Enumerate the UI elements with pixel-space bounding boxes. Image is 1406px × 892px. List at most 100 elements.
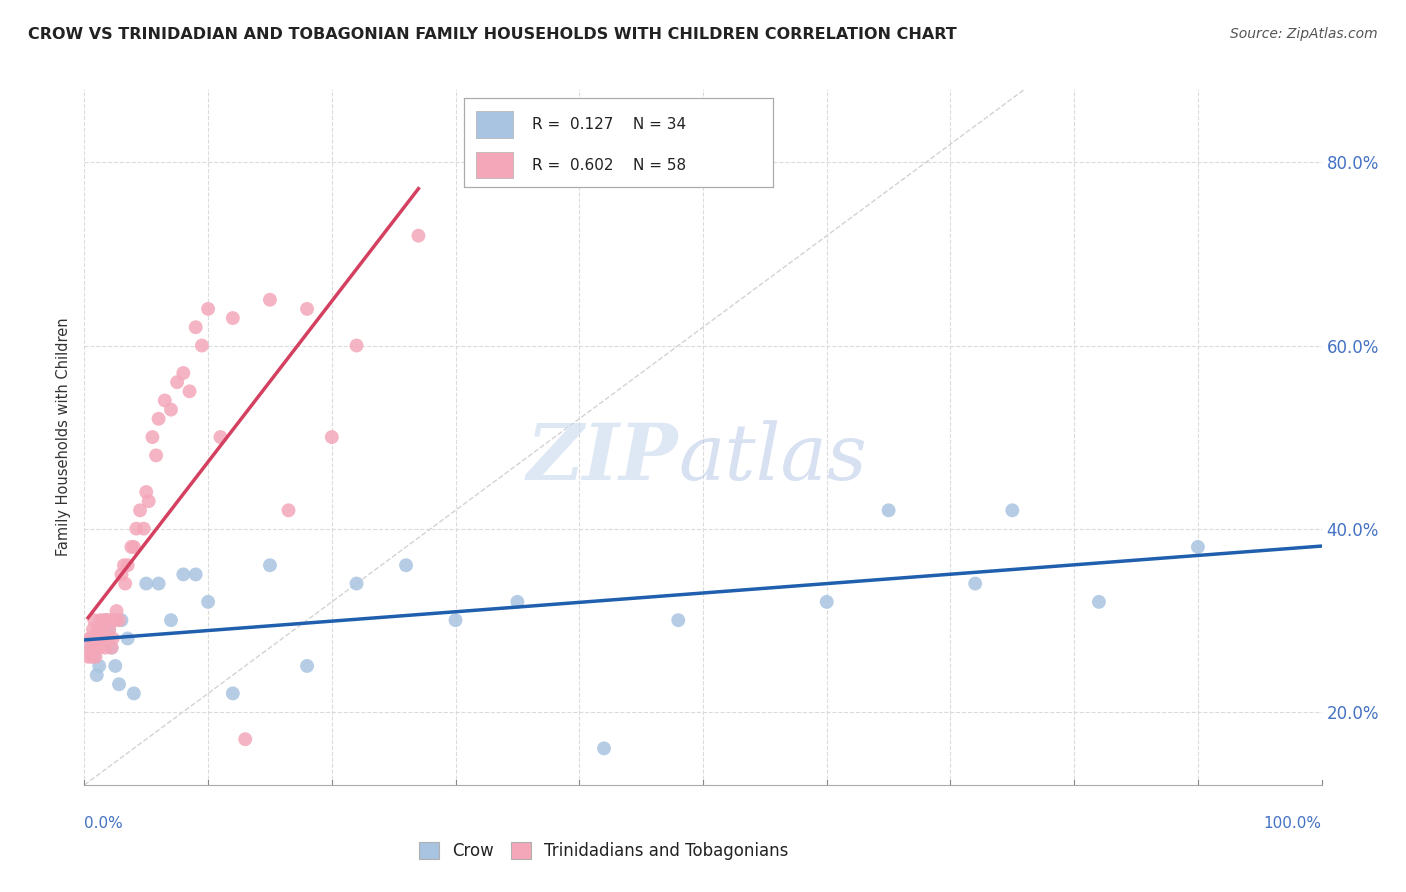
Point: [172, 567, 194, 582]
Point: [179, 384, 201, 399]
FancyBboxPatch shape: [477, 152, 513, 178]
Point: [197, 301, 219, 316]
Point: [184, 320, 207, 334]
Point: [79, 632, 101, 646]
Point: [209, 430, 232, 444]
Point: [80, 632, 103, 646]
Point: [110, 567, 132, 582]
Point: [82, 623, 104, 637]
Point: [346, 338, 368, 352]
Point: [506, 595, 529, 609]
Point: [122, 540, 145, 554]
Point: [815, 595, 838, 609]
Point: [148, 576, 170, 591]
Point: [277, 503, 299, 517]
Point: [222, 311, 245, 326]
Point: [83, 649, 105, 664]
Text: 100.0%: 100.0%: [1264, 816, 1322, 831]
Point: [346, 576, 368, 591]
Point: [125, 522, 148, 536]
Point: [104, 613, 127, 627]
Point: [145, 449, 167, 463]
Point: [91, 623, 114, 637]
Point: [87, 623, 110, 637]
Point: [395, 558, 418, 573]
Point: [141, 430, 163, 444]
Point: [93, 613, 115, 627]
Text: ZIP: ZIP: [527, 420, 678, 496]
Point: [83, 632, 105, 646]
Point: [122, 686, 145, 700]
Point: [166, 375, 188, 389]
Text: R =  0.127    N = 34: R = 0.127 N = 34: [531, 118, 686, 132]
Point: [89, 659, 111, 673]
Point: [666, 613, 689, 627]
Text: R =  0.602    N = 58: R = 0.602 N = 58: [531, 158, 686, 172]
Point: [295, 659, 318, 673]
Point: [965, 576, 987, 591]
Legend: Crow, Trinidadians and Tobagonians: Crow, Trinidadians and Tobagonians: [412, 836, 796, 867]
Point: [160, 402, 183, 417]
Point: [110, 613, 132, 627]
Point: [295, 301, 318, 316]
FancyBboxPatch shape: [477, 112, 513, 138]
Point: [1001, 503, 1024, 517]
Point: [172, 366, 194, 380]
Point: [233, 732, 256, 747]
Point: [105, 604, 128, 618]
Point: [120, 540, 142, 554]
Text: CROW VS TRINIDADIAN AND TOBAGONIAN FAMILY HOUSEHOLDS WITH CHILDREN CORRELATION C: CROW VS TRINIDADIAN AND TOBAGONIAN FAMIL…: [28, 27, 957, 42]
Point: [138, 494, 160, 508]
Text: atlas: atlas: [678, 420, 868, 496]
Point: [89, 613, 111, 627]
Point: [80, 649, 103, 664]
Point: [408, 228, 430, 243]
Point: [98, 623, 121, 637]
Point: [98, 613, 121, 627]
Point: [153, 393, 176, 408]
Point: [148, 411, 170, 425]
Point: [129, 503, 152, 517]
Point: [91, 632, 114, 646]
Text: Source: ZipAtlas.com: Source: ZipAtlas.com: [1230, 27, 1378, 41]
Point: [117, 632, 139, 646]
Point: [96, 613, 118, 627]
Point: [191, 338, 214, 352]
Point: [259, 558, 281, 573]
Point: [94, 640, 117, 655]
Point: [114, 576, 136, 591]
Point: [98, 623, 121, 637]
Point: [89, 640, 111, 655]
Point: [79, 640, 101, 655]
Point: [135, 485, 157, 500]
Point: [112, 558, 135, 573]
Point: [104, 659, 127, 673]
Point: [84, 649, 107, 664]
Point: [101, 632, 124, 646]
Point: [160, 613, 183, 627]
Point: [1187, 540, 1209, 554]
Point: [97, 632, 120, 646]
Point: [593, 741, 616, 756]
Point: [86, 632, 108, 646]
Point: [108, 677, 131, 691]
Point: [222, 686, 245, 700]
Text: 0.0%: 0.0%: [84, 816, 124, 831]
Point: [100, 640, 122, 655]
Point: [135, 576, 157, 591]
Point: [877, 503, 900, 517]
Point: [82, 640, 104, 655]
Point: [79, 640, 101, 655]
Point: [96, 613, 118, 627]
Point: [184, 567, 207, 582]
Point: [1088, 595, 1111, 609]
Point: [444, 613, 467, 627]
Point: [117, 558, 139, 573]
Point: [197, 595, 219, 609]
Y-axis label: Family Households with Children: Family Households with Children: [56, 318, 72, 557]
Point: [321, 430, 343, 444]
Point: [100, 640, 122, 655]
Point: [259, 293, 281, 307]
Point: [90, 632, 112, 646]
Point: [108, 613, 131, 627]
